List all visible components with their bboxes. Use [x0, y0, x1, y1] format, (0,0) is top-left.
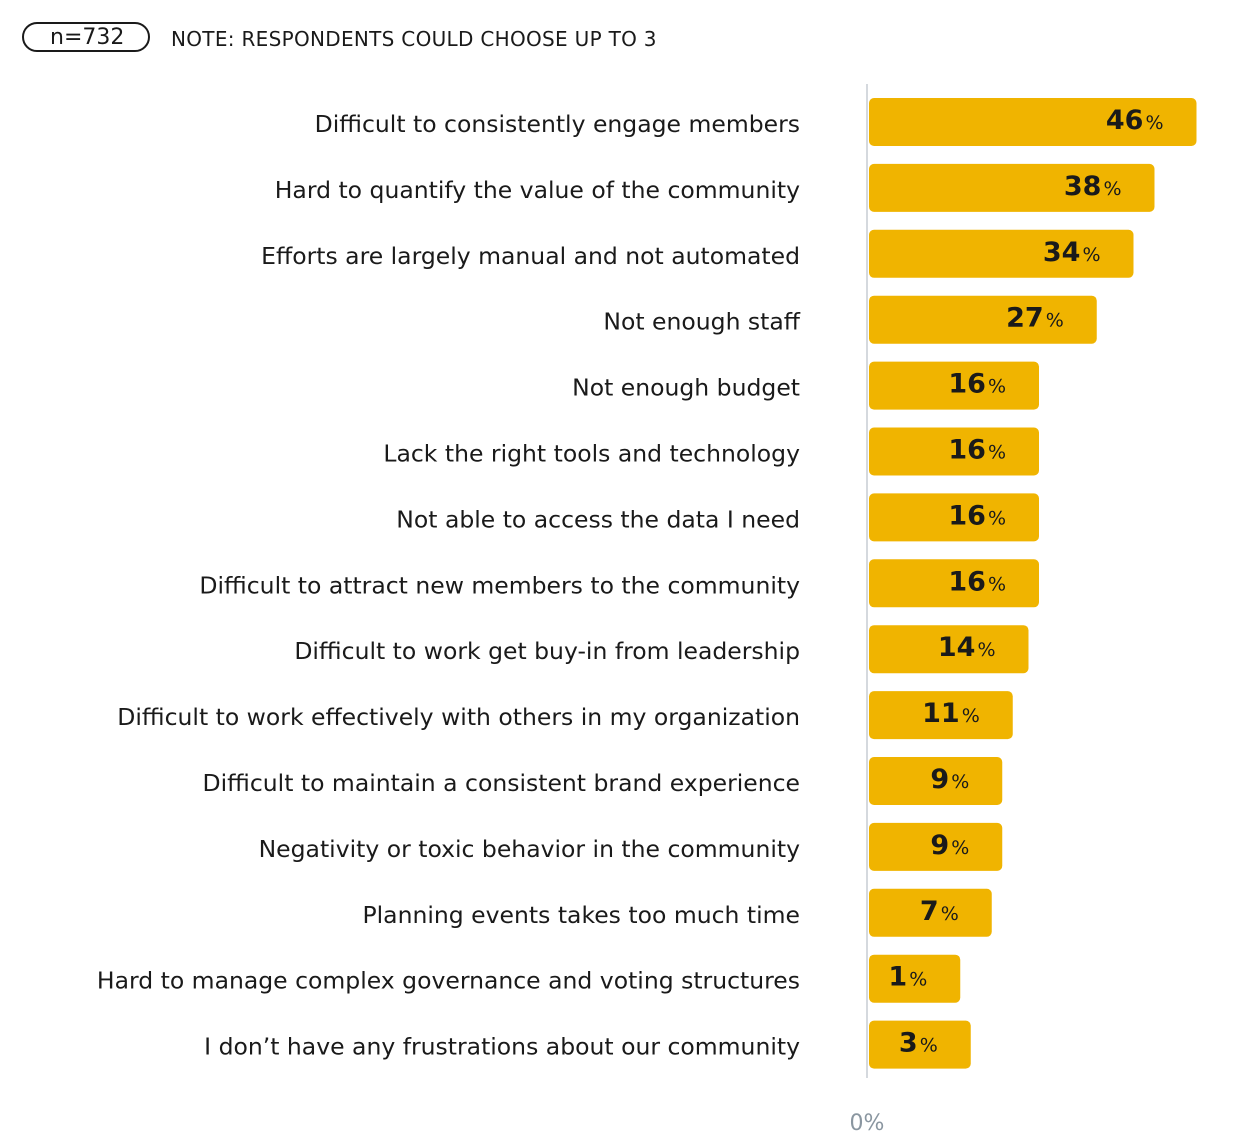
data-label: 38% — [1064, 171, 1122, 202]
data-label: 16% — [948, 500, 1006, 531]
category-label: Difficult to work get buy-in from leader… — [294, 637, 800, 665]
data-label: 11% — [922, 698, 980, 729]
category-label: Not enough budget — [572, 374, 800, 402]
data-label: 7% — [920, 896, 959, 927]
bar — [869, 954, 961, 1003]
bar — [869, 229, 1134, 278]
bar — [869, 1020, 971, 1069]
bar — [869, 295, 1097, 344]
data-label: 27% — [1006, 303, 1064, 334]
data-label: 46% — [1106, 105, 1164, 136]
category-label: Lack the right tools and technology — [383, 440, 800, 468]
category-label: Hard to quantify the value of the commun… — [275, 176, 800, 204]
bar — [869, 427, 1039, 476]
bar — [869, 163, 1155, 212]
data-label: 9% — [930, 764, 969, 795]
bar — [869, 691, 1013, 740]
category-label: Difficult to maintain a consistent brand… — [203, 769, 801, 797]
data-label: 16% — [948, 435, 1006, 466]
category-label: Planning events takes too much time — [362, 901, 800, 929]
bar — [869, 822, 1003, 871]
chart-header: n=732 NOTE: RESPONDENTS COULD CHOOSE UP … — [0, 0, 1246, 80]
category-label: Not able to access the data I need — [396, 505, 800, 533]
x-tick-label: 0% — [850, 1111, 885, 1136]
sample-size-badge: n=732 — [22, 22, 150, 52]
data-label: 3% — [899, 1028, 938, 1059]
category-label: Difficult to attract new members to the … — [199, 571, 800, 599]
data-label: 9% — [930, 830, 969, 861]
bar — [869, 98, 1197, 146]
category-label: Difficult to work effectively with other… — [117, 703, 800, 731]
category-label: I don’t have any frustrations about our … — [204, 1033, 800, 1061]
category-label: Difficult to consistently engage members — [315, 110, 800, 138]
category-label: Hard to manage complex governance and vo… — [97, 967, 800, 995]
data-label: 34% — [1043, 237, 1101, 268]
bar — [869, 559, 1039, 608]
respondent-note: NOTE: RESPONDENTS COULD CHOOSE UP TO 3 — [171, 27, 657, 51]
bar — [869, 625, 1029, 674]
category-label: Not enough staff — [603, 308, 800, 336]
bar — [869, 493, 1039, 542]
bar — [869, 888, 992, 937]
bar — [869, 757, 1003, 805]
category-label: Efforts are largely manual and not autom… — [261, 242, 800, 270]
bar — [869, 361, 1039, 410]
category-label: Negativity or toxic behavior in the comm… — [259, 835, 800, 863]
data-label: 1% — [888, 962, 927, 993]
data-label: 14% — [938, 632, 996, 663]
data-label: 16% — [948, 566, 1006, 597]
data-label: 16% — [948, 369, 1006, 400]
